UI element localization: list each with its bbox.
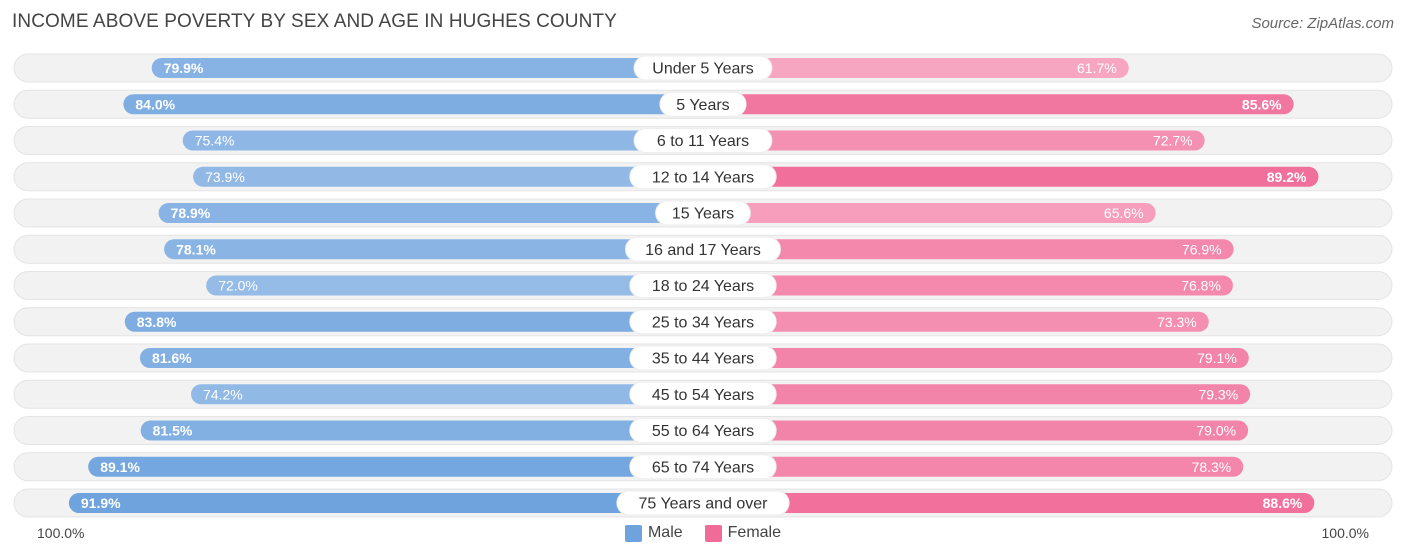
male-value-label-75-years-and-over: 91.9% xyxy=(81,495,121,511)
female-bar-15-years xyxy=(703,203,1156,223)
female-value-label-35-to-44-years: 79.1% xyxy=(1197,350,1237,366)
category-pill-35-to-44-years xyxy=(629,345,777,371)
legend-item-male[interactable]: Male xyxy=(624,524,683,542)
category-pill-under-5-years xyxy=(633,55,773,81)
male-value-label-12-to-14-years: 73.9% xyxy=(205,169,245,185)
male-value-label-55-to-64-years: 81.5% xyxy=(153,423,193,439)
female-value-label-55-to-64-years: 79.0% xyxy=(1196,423,1236,439)
legend-label-male: Male xyxy=(647,524,683,541)
female-value-label-18-to-24-years: 76.8% xyxy=(1181,278,1221,294)
female-bar-6-to-11-years xyxy=(703,130,1205,151)
male-value-label-18-to-24-years: 72.0% xyxy=(218,278,258,294)
female-value-label-5-years: 85.6% xyxy=(1242,96,1282,112)
male-bar-55-to-64-years xyxy=(140,420,703,441)
legend-swatch-female xyxy=(704,524,722,542)
male-bar-25-to-34-years xyxy=(124,311,703,332)
male-bar-75-years-and-over xyxy=(68,493,703,513)
axis-right-label: 100.0% xyxy=(1321,525,1369,541)
female-value-label-25-to-34-years: 73.3% xyxy=(1157,314,1197,330)
category-label-65-to-74-years: 65 to 74 Years xyxy=(652,459,754,476)
axis-left-label: 100.0% xyxy=(37,525,85,541)
female-bar-35-to-44-years xyxy=(703,348,1249,368)
category-pill-5-years xyxy=(659,91,747,117)
category-label-under-5-years: Under 5 Years xyxy=(652,61,753,78)
male-bar-15-years xyxy=(158,203,704,223)
female-bar-65-to-74-years xyxy=(703,456,1244,477)
male-bar-6-to-11-years xyxy=(182,130,704,151)
category-pill-16-and-17-years xyxy=(625,236,781,262)
legend-swatch-male xyxy=(624,524,642,542)
female-value-label-under-5-years: 61.7% xyxy=(1077,60,1117,76)
category-pill-65-to-74-years xyxy=(629,454,777,480)
female-value-label-75-years-and-over: 88.6% xyxy=(1263,495,1303,511)
male-value-label-5-years: 84.0% xyxy=(135,96,175,112)
male-bar-65-to-74-years xyxy=(88,456,703,477)
female-value-label-16-and-17-years: 76.9% xyxy=(1182,241,1222,257)
female-bar-25-to-34-years xyxy=(703,311,1209,332)
category-label-6-to-11-years: 6 to 11 Years xyxy=(657,133,749,150)
male-value-label-16-and-17-years: 78.1% xyxy=(176,241,216,257)
category-pill-18-to-24-years xyxy=(629,273,777,298)
category-label-16-and-17-years: 16 and 17 Years xyxy=(645,242,761,259)
male-value-label-35-to-44-years: 81.6% xyxy=(152,350,192,366)
male-value-label-under-5-years: 79.9% xyxy=(164,60,204,76)
female-bar-16-and-17-years xyxy=(703,239,1234,260)
legend-item-female[interactable]: Female xyxy=(704,524,782,542)
female-bar-45-to-54-years xyxy=(703,384,1251,405)
category-label-12-to-14-years: 12 to 14 Years xyxy=(652,169,754,186)
category-label-55-to-64-years: 55 to 64 Years xyxy=(652,423,754,440)
male-bar-16-and-17-years xyxy=(164,239,704,260)
female-bar-12-to-14-years xyxy=(703,166,1319,187)
female-value-label-65-to-74-years: 78.3% xyxy=(1192,459,1232,475)
female-bar-under-5-years xyxy=(703,58,1129,78)
male-bar-45-to-54-years xyxy=(191,384,703,405)
male-value-label-65-to-74-years: 89.1% xyxy=(100,459,140,475)
female-value-label-15-years: 65.6% xyxy=(1104,205,1144,221)
bar-chart: 79.9% 61.7% Under 5 Years 84.0% 85.6% 5 Years… xyxy=(13,53,1393,518)
male-value-label-25-to-34-years: 83.8% xyxy=(137,314,177,330)
female-value-label-6-to-11-years: 72.7% xyxy=(1153,133,1193,149)
category-label-5-years: 5 Years xyxy=(676,97,729,114)
female-value-label-12-to-14-years: 89.2% xyxy=(1267,169,1307,185)
category-label-15-years: 15 Years xyxy=(672,206,734,223)
chart-title: INCOME ABOVE POVERTY BY SEX AND AGE IN H… xyxy=(12,11,617,32)
female-bar-5-years xyxy=(703,94,1294,115)
female-bar-55-to-64-years xyxy=(703,420,1249,441)
male-bar-5-years xyxy=(123,94,703,115)
category-label-25-to-34-years: 25 to 34 Years xyxy=(652,314,754,331)
female-bar-18-to-24-years xyxy=(703,275,1233,296)
category-pill-6-to-11-years xyxy=(633,128,773,153)
category-pill-75-years-and-over xyxy=(616,490,790,516)
category-label-45-to-54-years: 45 to 54 Years xyxy=(652,387,754,404)
category-pill-25-to-34-years xyxy=(629,309,777,335)
category-pill-15-years xyxy=(655,200,751,226)
male-bar-under-5-years xyxy=(151,58,703,78)
male-bar-35-to-44-years xyxy=(139,348,703,368)
category-pill-12-to-14-years xyxy=(629,164,777,190)
category-pill-55-to-64-years xyxy=(629,418,777,443)
category-label-18-to-24-years: 18 to 24 Years xyxy=(652,278,754,295)
male-value-label-15-years: 78.9% xyxy=(171,205,211,221)
female-bar-75-years-and-over xyxy=(703,493,1315,513)
male-value-label-45-to-54-years: 74.2% xyxy=(203,386,243,402)
category-label-35-to-44-years: 35 to 44 Years xyxy=(652,351,754,368)
female-value-label-45-to-54-years: 79.3% xyxy=(1198,386,1238,402)
male-value-label-6-to-11-years: 75.4% xyxy=(195,133,235,149)
category-pill-45-to-54-years xyxy=(629,381,777,407)
legend: Male Female xyxy=(0,524,1406,542)
male-bar-18-to-24-years xyxy=(206,275,703,296)
category-label-75-years-and-over: 75 Years and over xyxy=(639,496,769,513)
legend-label-female: Female xyxy=(727,524,782,541)
male-bar-12-to-14-years xyxy=(193,166,703,187)
source-label: Source: ZipAtlas.com xyxy=(1251,15,1394,32)
